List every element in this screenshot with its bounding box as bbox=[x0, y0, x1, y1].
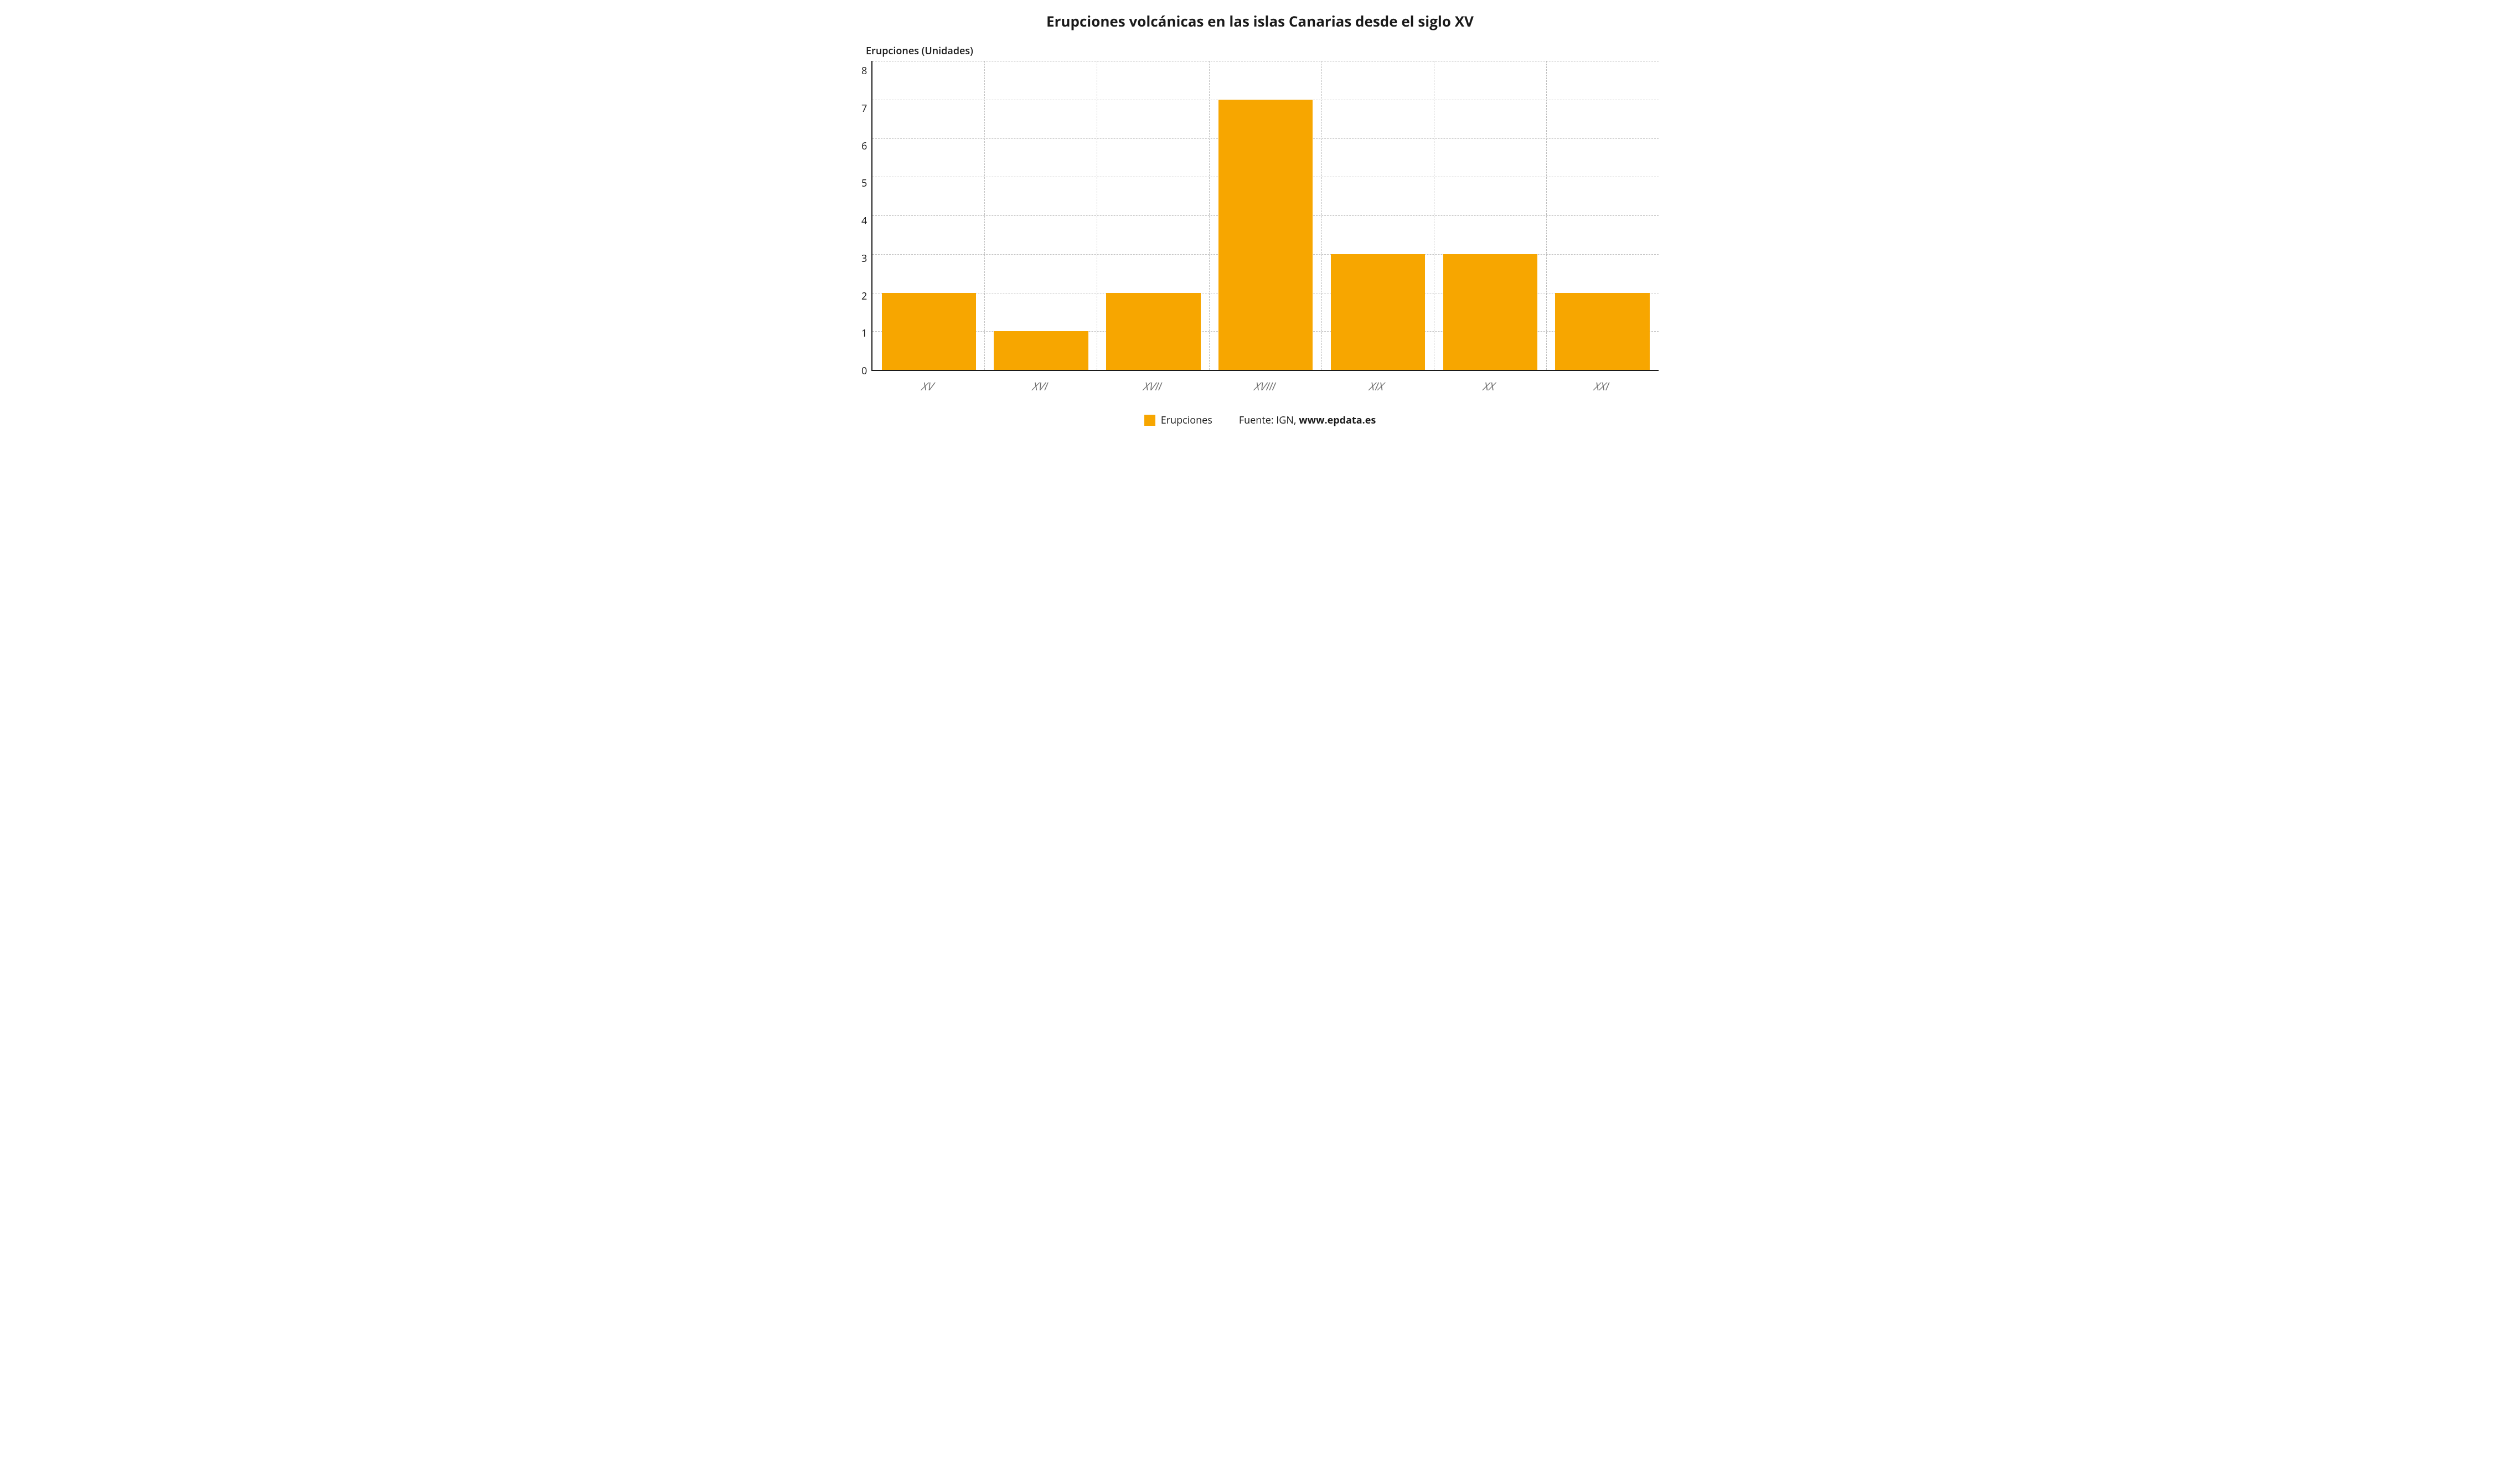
source-link[interactable]: www.epdata.es bbox=[1299, 414, 1376, 427]
x-tick-label: XVIII bbox=[1207, 371, 1324, 394]
bar bbox=[882, 293, 976, 370]
chart-footer: Erupciones Fuente: IGN, www.epdata.es bbox=[861, 414, 1659, 427]
y-tick: 1 bbox=[861, 328, 867, 338]
x-labels: XVXVIXVIIXVIIIXIXXXXXI bbox=[872, 371, 1659, 394]
legend: Erupciones bbox=[1144, 414, 1212, 427]
bar-slot bbox=[872, 61, 985, 370]
x-tick-label: XX bbox=[1432, 371, 1549, 394]
bar-slot bbox=[1546, 61, 1659, 370]
x-tick-label: XV bbox=[870, 371, 988, 394]
y-tick: 0 bbox=[861, 366, 867, 376]
x-tick-label: XIX bbox=[1319, 371, 1437, 394]
bar-slot bbox=[1097, 61, 1210, 370]
legend-swatch bbox=[1144, 415, 1155, 426]
x-tick-label: XXI bbox=[1544, 371, 1661, 394]
chart-container: Erupciones volcánicas en las islas Canar… bbox=[861, 11, 1659, 427]
plot-area bbox=[871, 61, 1659, 371]
bar-slot bbox=[1322, 61, 1434, 370]
bar bbox=[1555, 293, 1649, 370]
bar bbox=[1218, 100, 1313, 370]
bar bbox=[1331, 254, 1425, 370]
y-axis: 876543210 bbox=[861, 61, 871, 371]
plot-wrapper: 876543210 bbox=[861, 61, 1659, 371]
x-axis: XVXVIXVIIXVIIIXIXXXXXI bbox=[861, 371, 1659, 394]
y-tick: 7 bbox=[861, 104, 867, 114]
bar-slot bbox=[1210, 61, 1322, 370]
y-tick: 5 bbox=[861, 178, 867, 188]
bar-slot bbox=[1434, 61, 1546, 370]
bar bbox=[1106, 293, 1200, 370]
bar bbox=[1443, 254, 1537, 370]
bar-slot bbox=[985, 61, 1097, 370]
y-tick: 2 bbox=[861, 291, 867, 301]
y-tick: 4 bbox=[861, 216, 867, 226]
y-tick: 6 bbox=[861, 141, 867, 151]
x-tick-label: XVI bbox=[983, 371, 1100, 394]
bar bbox=[994, 331, 1088, 370]
source-prefix: Fuente: IGN, bbox=[1239, 414, 1299, 427]
y-tick: 8 bbox=[861, 66, 867, 76]
chart-title: Erupciones volcánicas en las islas Canar… bbox=[861, 11, 1659, 31]
source-text: Fuente: IGN, www.epdata.es bbox=[1239, 414, 1376, 427]
legend-label: Erupciones bbox=[1161, 414, 1212, 427]
y-axis-label: Erupciones (Unidades) bbox=[866, 44, 1659, 58]
x-tick-label: XVII bbox=[1094, 371, 1212, 394]
bars-layer bbox=[872, 61, 1659, 370]
y-tick: 3 bbox=[861, 254, 867, 264]
